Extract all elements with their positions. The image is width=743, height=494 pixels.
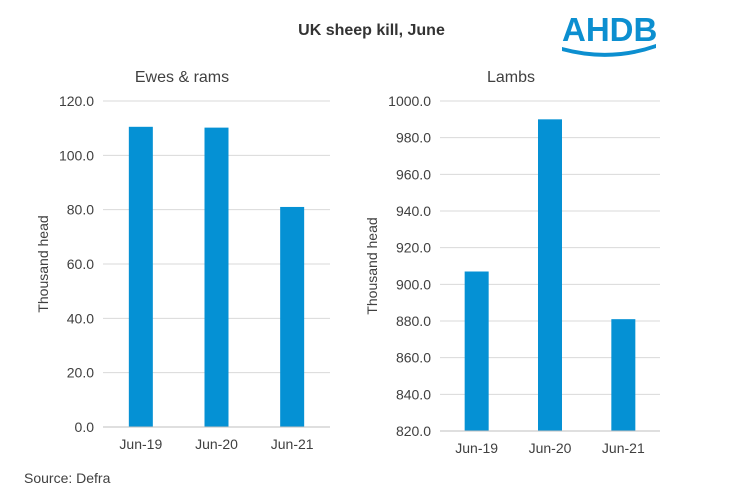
x-tick-label: Jun-19 bbox=[455, 440, 498, 456]
y-axis-label: Thousand head bbox=[364, 217, 380, 314]
y-tick-label: 120.0 bbox=[59, 93, 94, 109]
source-note: Source: Defra bbox=[24, 470, 111, 486]
y-tick-label: 920.0 bbox=[396, 240, 431, 256]
x-tick-label: Jun-20 bbox=[195, 436, 238, 452]
y-tick-label: 20.0 bbox=[67, 365, 94, 381]
logo-text: AHDB bbox=[562, 11, 657, 48]
y-tick-label: 880.0 bbox=[396, 313, 431, 329]
logo-swoosh bbox=[562, 44, 656, 57]
panel-title: Ewes & rams bbox=[135, 69, 229, 86]
y-tick-label: 960.0 bbox=[396, 166, 431, 182]
y-tick-label: 0.0 bbox=[75, 419, 95, 435]
y-tick-label: 60.0 bbox=[67, 256, 94, 272]
x-tick-label: Jun-19 bbox=[119, 436, 162, 452]
bar bbox=[128, 126, 153, 427]
chart-title: UK sheep kill, June bbox=[298, 22, 445, 39]
bar bbox=[538, 119, 562, 431]
y-tick-label: 840.0 bbox=[396, 386, 431, 402]
y-tick-label: 980.0 bbox=[396, 130, 431, 146]
ahdb-logo: AHDB bbox=[560, 6, 660, 58]
bar bbox=[611, 319, 636, 431]
y-tick-label: 40.0 bbox=[67, 310, 94, 326]
y-tick-label: 820.0 bbox=[396, 423, 431, 439]
x-tick-label: Jun-21 bbox=[602, 440, 645, 456]
y-tick-label: 100.0 bbox=[59, 147, 94, 163]
x-tick-label: Jun-20 bbox=[529, 440, 572, 456]
y-tick-label: 860.0 bbox=[396, 350, 431, 366]
y-tick-label: 940.0 bbox=[396, 203, 431, 219]
panel-title: Lambs bbox=[487, 69, 535, 86]
x-tick-label: Jun-21 bbox=[271, 436, 314, 452]
y-tick-label: 80.0 bbox=[67, 202, 94, 218]
y-axis-label: Thousand head bbox=[35, 215, 51, 312]
y-tick-label: 900.0 bbox=[396, 276, 431, 292]
y-tick-label: 1000.0 bbox=[388, 93, 431, 109]
bar bbox=[280, 206, 305, 427]
bar bbox=[204, 127, 229, 427]
bar bbox=[464, 271, 489, 431]
